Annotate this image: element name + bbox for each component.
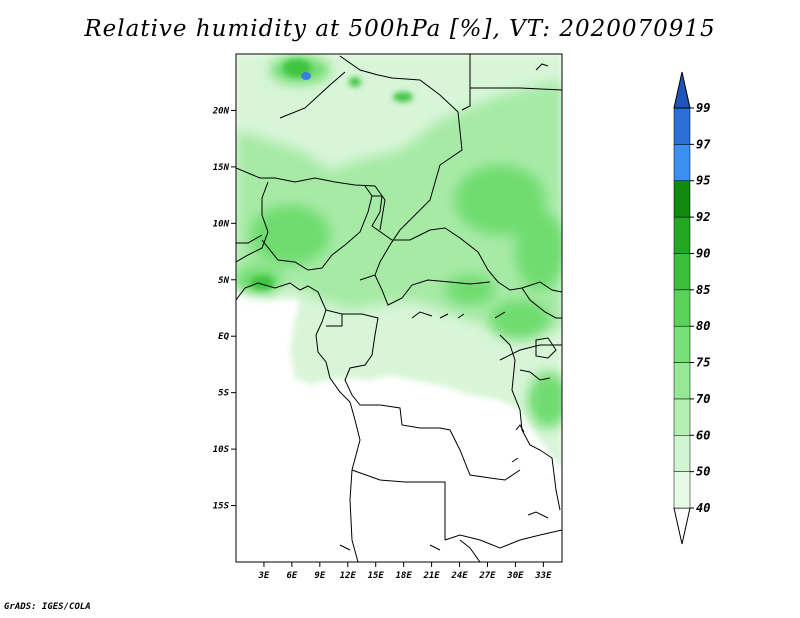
colorbar-segment xyxy=(673,398,691,436)
lat-tick-label: 20N xyxy=(212,106,230,116)
lat-tick-label: 5N xyxy=(218,276,229,286)
lat-tick-label: 10S xyxy=(213,445,230,455)
humidity-mid-area xyxy=(236,80,562,330)
lon-tick-label: 9E xyxy=(314,571,325,581)
colorbar-label: 75 xyxy=(696,356,710,370)
lon-axis: 3E 6E 9E 12E 15E 18E 21E 24E 27E 30E 33E xyxy=(258,562,552,581)
colorbar-segment xyxy=(673,325,691,363)
colorbar-lower-arrow xyxy=(673,507,691,545)
colorbar-label: 85 xyxy=(696,283,710,297)
lat-axis: 20N 15N 10N 5N EQ 5S 10S 15S xyxy=(212,106,236,512)
colorbar-segment xyxy=(673,180,691,218)
colorbar: 40 50 60 70 75 80 85 90 92 95 97 99 xyxy=(673,71,711,545)
lat-tick-label: EQ xyxy=(218,332,229,342)
lat-tick-label: 15S xyxy=(213,502,230,512)
colorbar-label: 50 xyxy=(696,465,710,479)
lon-tick-label: 18E xyxy=(396,571,413,581)
colorbar-segment xyxy=(673,362,691,400)
lon-tick-label: 30E xyxy=(506,571,524,581)
colorbar-label: 60 xyxy=(696,428,710,442)
grads-credit: GrADS: IGES/COLA xyxy=(4,602,91,612)
lat-tick-label: 15N xyxy=(213,163,230,173)
lon-tick-label: 21E xyxy=(422,571,440,581)
lon-tick-label: 6E xyxy=(286,571,297,581)
colorbar-label: 70 xyxy=(696,392,710,406)
colorbar-segment xyxy=(673,289,691,327)
country-borders xyxy=(236,54,562,562)
lon-tick-label: 3E xyxy=(258,571,270,581)
humidity-deep-patches xyxy=(250,59,413,290)
colorbar-segment xyxy=(673,107,691,145)
colorbar-segment xyxy=(673,216,691,254)
lon-tick-label: 33E xyxy=(534,571,552,581)
lon-tick-label: 27E xyxy=(478,571,496,581)
colorbar-label: 80 xyxy=(696,319,710,333)
lon-tick-label: 12E xyxy=(340,571,357,581)
colorbar-label: 95 xyxy=(696,174,710,188)
map-frame xyxy=(235,53,563,563)
colorbar-label: 97 xyxy=(696,137,711,151)
lat-tick-label: 10N xyxy=(213,219,230,229)
lon-tick-label: 24E xyxy=(450,571,468,581)
colorbar-label: 90 xyxy=(696,246,710,260)
colorbar-segment xyxy=(673,144,691,181)
humidity-strong-patches xyxy=(236,56,562,428)
chart-title: Relative humidity at 500hPa [%], VT: 202… xyxy=(84,16,716,42)
colorbar-upper-arrow xyxy=(673,71,691,109)
colorbar-segment xyxy=(673,435,691,472)
lat-tick-label: 5S xyxy=(218,389,229,399)
colorbar-label: 99 xyxy=(696,101,710,115)
lon-tick-label: 15E xyxy=(368,571,385,581)
humidity-max-patch xyxy=(301,72,311,80)
colorbar-segment xyxy=(673,253,691,291)
humidity-field xyxy=(236,54,562,470)
colorbar-label: 40 xyxy=(696,501,710,515)
colorbar-segment xyxy=(673,471,691,509)
colorbar-label: 92 xyxy=(696,210,710,224)
